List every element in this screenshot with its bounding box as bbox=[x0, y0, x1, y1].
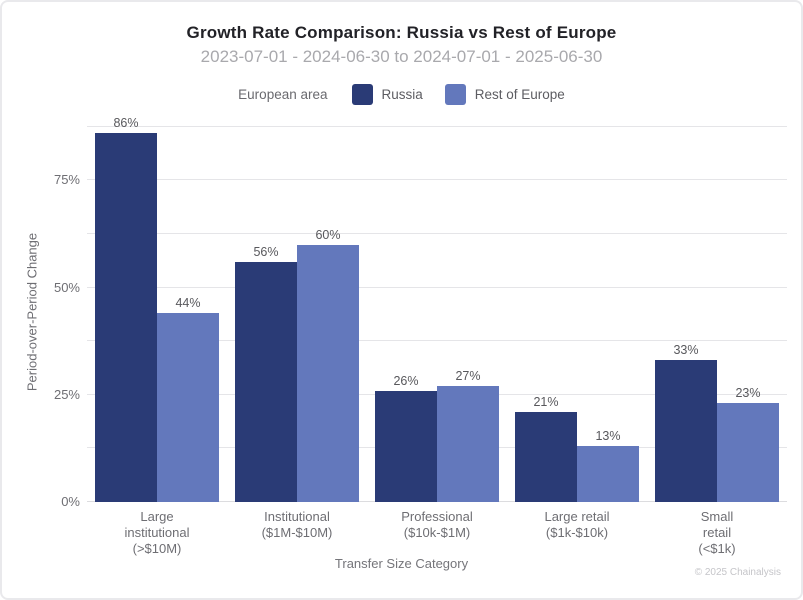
x-tick-label-4: Small retail (<$1k) bbox=[647, 509, 787, 557]
bar-value-label: 13% bbox=[595, 429, 621, 444]
bar-russia-4[interactable] bbox=[655, 360, 717, 502]
legend-item-rest-of-europe[interactable]: Rest of Europe bbox=[444, 84, 565, 105]
y-tick-label: 25% bbox=[53, 386, 80, 402]
bar-value-label: 60% bbox=[315, 227, 341, 242]
x-tick-label-line: Institutional bbox=[264, 509, 330, 524]
bar-value-label: 23% bbox=[735, 386, 761, 401]
x-tick-label-line: institutional bbox=[124, 525, 190, 540]
x-axis-title: Transfer Size Category bbox=[334, 556, 469, 571]
x-tick-label-line: (<$1k) bbox=[698, 541, 736, 556]
copyright-notice: © 2025 Chainalysis bbox=[694, 567, 781, 578]
legend-swatch-rest-of-europe bbox=[444, 84, 466, 105]
bar-value-label: 56% bbox=[253, 244, 279, 259]
x-tick-label-0: Large institutional (>$10M) bbox=[87, 509, 227, 557]
legend-item-label: Rest of Europe bbox=[474, 87, 565, 102]
x-tick-label-line: Professional bbox=[401, 509, 473, 524]
bar-russia-0[interactable] bbox=[95, 133, 157, 502]
bar-value-label: 27% bbox=[455, 369, 481, 384]
legend-item-label: Russia bbox=[381, 87, 423, 102]
bar-value-label: 44% bbox=[175, 296, 201, 311]
x-tick-label-line: ($1M-$10M) bbox=[261, 525, 333, 540]
x-tick-label-2: Professional ($10k-$1M) bbox=[367, 509, 507, 541]
x-tick-label-line: Large bbox=[140, 509, 174, 524]
bar-russia-2[interactable] bbox=[375, 390, 437, 502]
bar-rest-of-europe-1[interactable] bbox=[297, 244, 359, 502]
gridline bbox=[87, 125, 787, 127]
gridline bbox=[87, 232, 787, 234]
x-tick-label-line: Small bbox=[700, 509, 734, 524]
gridline bbox=[87, 340, 787, 342]
gridline bbox=[87, 286, 787, 288]
x-tick-label-3: Large retail ($1k-$10k) bbox=[507, 509, 647, 541]
y-tick-label: 50% bbox=[53, 279, 80, 295]
bar-value-label: 33% bbox=[673, 343, 699, 358]
bar-rest-of-europe-3[interactable] bbox=[577, 446, 639, 502]
x-tick-label-line: Large retail bbox=[544, 509, 610, 524]
legend-title: European area bbox=[238, 87, 328, 102]
y-tick-label: 75% bbox=[53, 172, 80, 188]
bar-value-label: 26% bbox=[393, 373, 419, 388]
x-tick-label-1: Institutional ($1M-$10M) bbox=[227, 509, 367, 541]
legend-swatch-russia bbox=[351, 84, 373, 105]
x-tick-label-line: (>$10M) bbox=[132, 541, 182, 556]
y-axis-title: Period-over-Period Change bbox=[24, 232, 40, 392]
legend: European area Russia Rest of Europe bbox=[2, 84, 801, 105]
chart-title: Growth Rate Comparison: Russia vs Rest o… bbox=[186, 23, 617, 42]
x-tick-label-line: ($1k-$10k) bbox=[545, 525, 609, 540]
bar-rest-of-europe-0[interactable] bbox=[157, 313, 219, 502]
x-tick-label-line: ($10k-$1M) bbox=[403, 525, 471, 540]
legend-item-russia[interactable]: Russia bbox=[351, 84, 423, 105]
bar-value-label: 86% bbox=[113, 116, 139, 131]
gridline bbox=[87, 179, 787, 181]
bar-value-label: 21% bbox=[533, 394, 559, 409]
bar-russia-1[interactable] bbox=[235, 261, 297, 502]
chart-subtitle: 2023-07-01 - 2024-06-30 to 2024-07-01 - … bbox=[200, 47, 603, 66]
y-tick-label: 0% bbox=[61, 494, 80, 509]
bar-rest-of-europe-2[interactable] bbox=[437, 386, 499, 502]
bar-rest-of-europe-4[interactable] bbox=[717, 403, 779, 502]
x-tick-label-line: retail bbox=[702, 525, 732, 540]
plot-area: 86% 44% 56% 60% 26% 27% 21% 13% 33% 23% bbox=[87, 116, 787, 502]
bar-russia-3[interactable] bbox=[515, 411, 577, 502]
